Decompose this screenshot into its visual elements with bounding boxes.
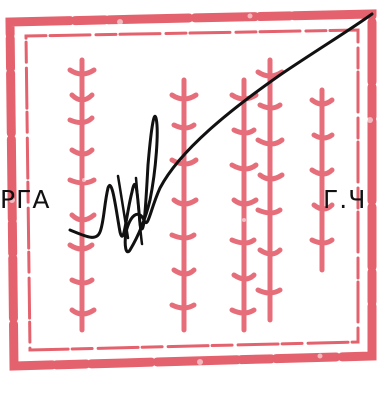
- caption-left: РГА: [0, 185, 51, 214]
- caption-right: Г.Ч: [323, 185, 367, 214]
